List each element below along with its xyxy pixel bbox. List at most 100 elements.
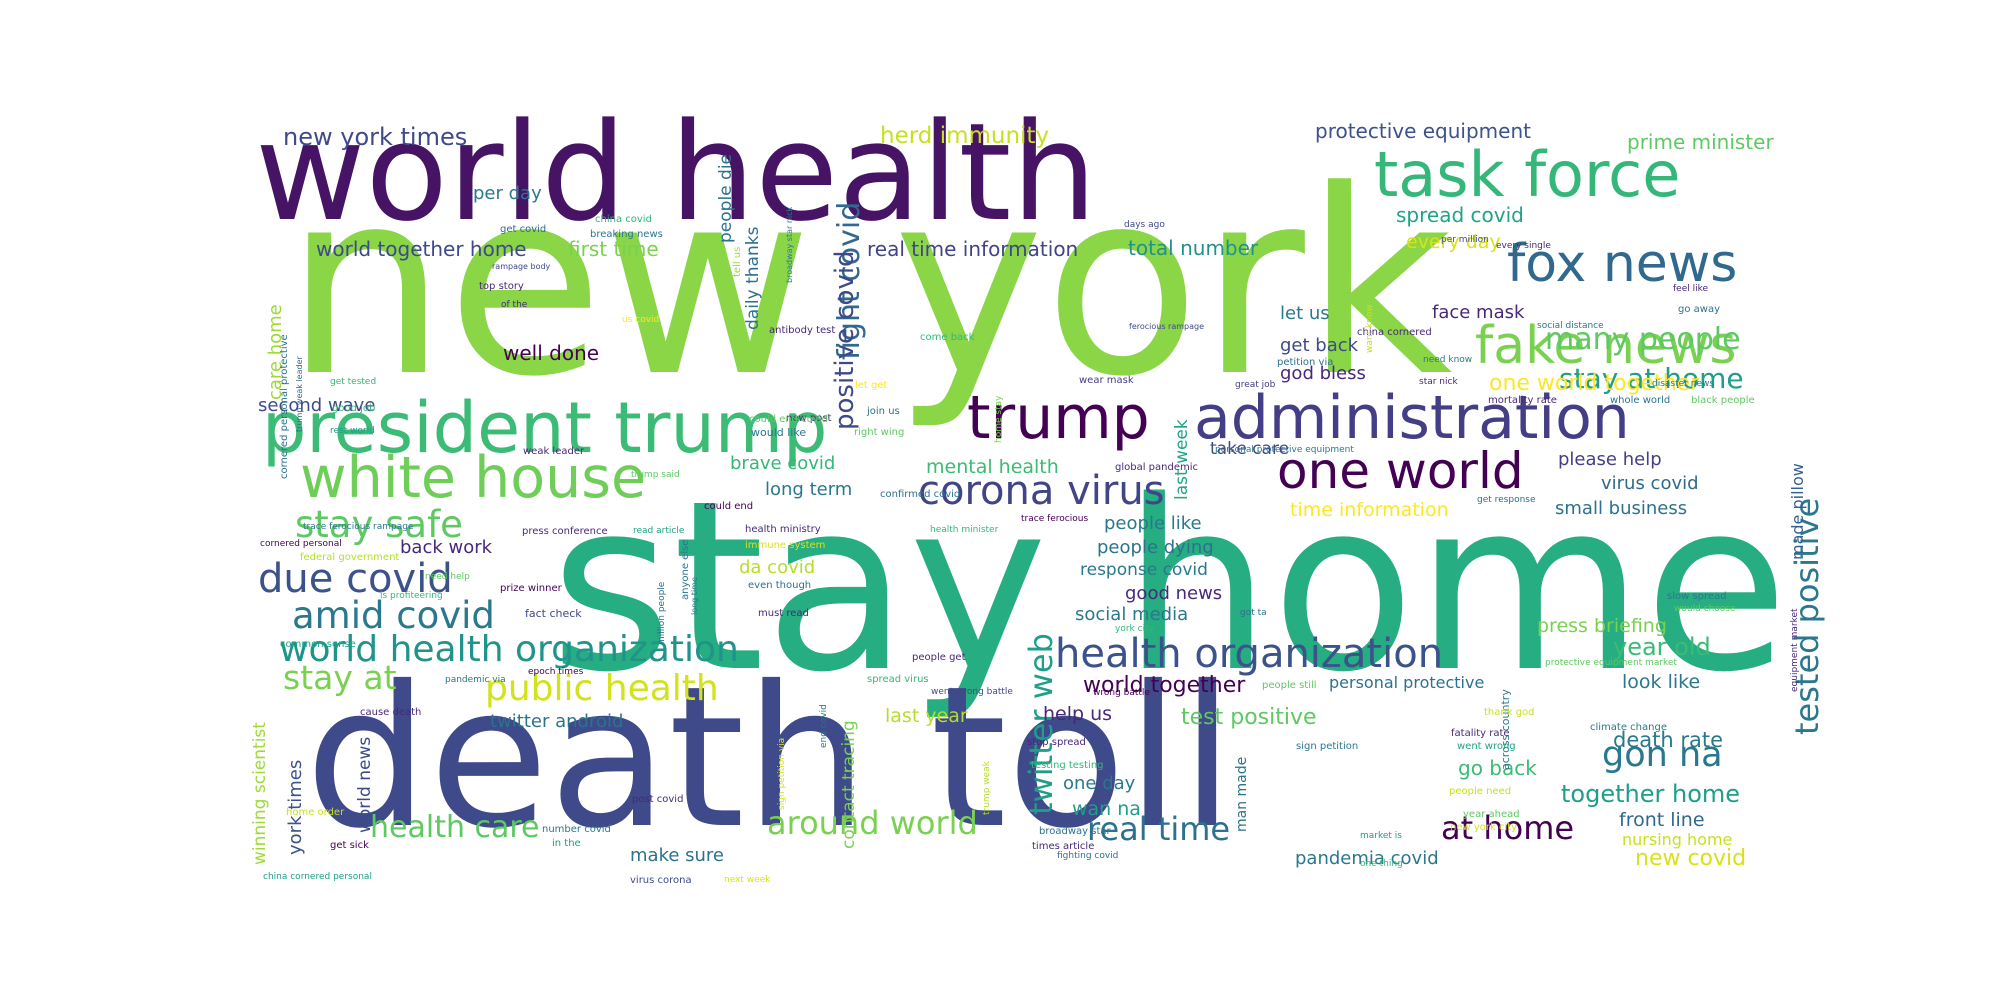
cloud-word-cornered-personal-protective: cornered personal protective bbox=[279, 334, 290, 479]
cloud-word-around-world: around world bbox=[767, 804, 978, 842]
cloud-word-fact-check: fact check bbox=[525, 607, 582, 620]
cloud-word-world-news: world news bbox=[355, 736, 375, 833]
cloud-word-one-day: one day bbox=[1063, 773, 1136, 794]
cloud-word-new-covid: new covid bbox=[1635, 846, 1747, 871]
cloud-word-brave-covid: brave covid bbox=[730, 453, 836, 474]
cloud-word-get-response: get response bbox=[1477, 495, 1536, 505]
cloud-word-equipment-market: equipment market bbox=[1790, 608, 1800, 692]
cloud-word-health-minister: health minister bbox=[930, 525, 999, 535]
cloud-word-testing-testing: testing testing bbox=[1031, 760, 1104, 771]
cloud-word-trump-weak: trump weak bbox=[982, 761, 992, 815]
cloud-word-second-wave: second wave bbox=[258, 395, 376, 416]
cloud-word-end-covid: end covid bbox=[819, 704, 829, 748]
cloud-word-look-like: look like bbox=[1622, 671, 1701, 693]
cloud-word-president-trump: president trump bbox=[262, 387, 828, 469]
cloud-word-good-job: good job bbox=[332, 403, 376, 414]
cloud-word-da-covid: da covid bbox=[739, 557, 816, 578]
cloud-word-daily-thanks: daily thanks bbox=[743, 226, 763, 330]
cloud-word-let-get: let get bbox=[855, 380, 888, 391]
cloud-word-star-nick: star nick bbox=[1419, 377, 1458, 387]
cloud-word-many-people: many people bbox=[1545, 322, 1741, 357]
cloud-word-year-ahead: year ahead bbox=[1463, 809, 1520, 820]
cloud-word-of-the: of the bbox=[501, 300, 528, 310]
cloud-word-people-die: people die bbox=[716, 153, 736, 243]
cloud-word-weak-leader: weak leader bbox=[523, 446, 585, 457]
cloud-word-death-rate: death rate bbox=[1613, 728, 1723, 752]
cloud-word-wear-mask: wear mask bbox=[1079, 375, 1134, 386]
cloud-word-china-cornered-personal: china cornered personal bbox=[263, 872, 372, 882]
cloud-word-people-dying: people dying bbox=[1097, 537, 1214, 558]
cloud-word-slow-spread: slow spread bbox=[1667, 591, 1727, 602]
cloud-word-sign-petition-via: sign petition via bbox=[777, 737, 787, 810]
cloud-word-pandemia-covid: pandemia covid bbox=[1295, 848, 1439, 869]
cloud-word-new-york: new york bbox=[285, 136, 1453, 433]
cloud-word-climate-change: climate change bbox=[1590, 722, 1667, 733]
cloud-word-days-ago: days ago bbox=[1124, 220, 1165, 230]
cloud-word-stay-at-home: stay at home bbox=[1559, 362, 1744, 395]
cloud-word-prime-minister: prime minister bbox=[1627, 130, 1774, 154]
cloud-word-task-force: task force bbox=[1374, 138, 1681, 211]
cloud-word-china-cornered: china cornered bbox=[1357, 327, 1432, 338]
cloud-word-please-help: please help bbox=[1558, 449, 1662, 470]
cloud-word-world-together-home: world together home bbox=[316, 237, 527, 261]
cloud-word-face-mask: face mask bbox=[1432, 302, 1525, 323]
cloud-word-immune-system: immune system bbox=[745, 540, 826, 551]
cloud-word-virus-corona: virus corona bbox=[630, 875, 692, 886]
cloud-word-mental-health: mental health bbox=[926, 456, 1059, 478]
cloud-word-even-though: even though bbox=[748, 580, 812, 591]
cloud-word-stop-spread: stop spread bbox=[1027, 737, 1086, 748]
cloud-word-personal-protective-equipment: personal protective equipment bbox=[1215, 445, 1354, 455]
cloud-word-death-toll: death toll bbox=[305, 644, 1235, 871]
cloud-word-fatality-rate: fatality rate bbox=[1451, 728, 1510, 739]
cloud-word-test-positive: test positive bbox=[1181, 705, 1317, 730]
cloud-word-ferocious-rampage: ferocious rampage bbox=[1129, 322, 1205, 331]
cloud-word-fighting-covid: fighting covid bbox=[1057, 851, 1119, 861]
cloud-word-new-york-city: new york city bbox=[1450, 822, 1518, 833]
cloud-word-spread-covid: spread covid bbox=[1396, 203, 1524, 227]
cloud-word-winning-scientist: winning scientist bbox=[250, 722, 270, 865]
cloud-word-number-covid: number covid bbox=[542, 824, 611, 835]
cloud-word-made-pillow: made pillow bbox=[1788, 463, 1807, 560]
cloud-word-every-day: every day bbox=[1406, 231, 1501, 253]
cloud-word-fox-news: fox news bbox=[1507, 234, 1738, 294]
cloud-word-health-organization: health organization bbox=[1055, 631, 1444, 677]
cloud-word-million-people: million people bbox=[657, 581, 667, 645]
cloud-word-long-term: long term bbox=[765, 479, 853, 500]
cloud-word-get-sick: get sick bbox=[330, 840, 369, 851]
cloud-word-right-wing: right wing bbox=[854, 427, 905, 438]
cloud-word-world-health-organization: world health organization bbox=[279, 629, 739, 670]
word-cloud: new york stay home death toll world health p… bbox=[250, 105, 1826, 886]
cloud-word-people-need: people need bbox=[1449, 786, 1512, 797]
cloud-word-take-care: take care bbox=[1210, 439, 1290, 459]
cloud-word-get-back: get back bbox=[1280, 335, 1359, 356]
cloud-word-herd-immunity: herd immunity bbox=[880, 123, 1050, 149]
cloud-word-social-media: social media bbox=[1075, 604, 1189, 625]
cloud-word-mortality-rate: mortality rate bbox=[1488, 395, 1557, 406]
cloud-word-world-health: world health bbox=[255, 94, 1097, 251]
cloud-word-god-bless: god bless bbox=[1280, 363, 1366, 384]
cloud-word-common-sense: common sense bbox=[280, 639, 356, 650]
cloud-word-one-thing: one thing bbox=[1360, 859, 1403, 869]
cloud-word-amid-covid: amid covid bbox=[292, 594, 495, 637]
cloud-word-new-york-times: new york times bbox=[283, 123, 468, 151]
cloud-word-pandemic-via: pandemic via bbox=[445, 675, 506, 685]
cloud-word-per-day: per day bbox=[473, 183, 542, 204]
cloud-word-wan-na: wan na bbox=[1072, 798, 1141, 820]
cloud-word-petition-via: petition via bbox=[1277, 357, 1334, 368]
cloud-word-next-week: next week bbox=[724, 875, 771, 885]
cloud-word-contact-tracing: contact tracing bbox=[839, 720, 859, 849]
cloud-word-help-us: help us bbox=[1043, 703, 1113, 725]
cloud-word-trace-ferocious-rampage: trace ferocious rampage bbox=[303, 522, 414, 532]
cloud-word-people-still: people still bbox=[1262, 680, 1317, 691]
cloud-word-spread-virus: spread virus bbox=[867, 674, 929, 685]
cloud-word-times-article: times article bbox=[1032, 841, 1095, 852]
cloud-word-cornered-personal: cornered personal bbox=[260, 539, 342, 549]
cloud-word-small-business: small business bbox=[1555, 498, 1688, 519]
cloud-word-broadway-star-nick: broadway star nick bbox=[785, 206, 794, 283]
cloud-word-new-post: new post bbox=[786, 413, 832, 424]
cloud-word-black-people: black people bbox=[1691, 395, 1755, 406]
cloud-word-press-briefing: press briefing bbox=[1537, 615, 1667, 637]
cloud-word-trace-ferocious: trace ferocious bbox=[1021, 514, 1089, 524]
cloud-word-people-get: people get bbox=[912, 652, 966, 663]
cloud-word-epoch-times: epoch times bbox=[528, 667, 584, 677]
